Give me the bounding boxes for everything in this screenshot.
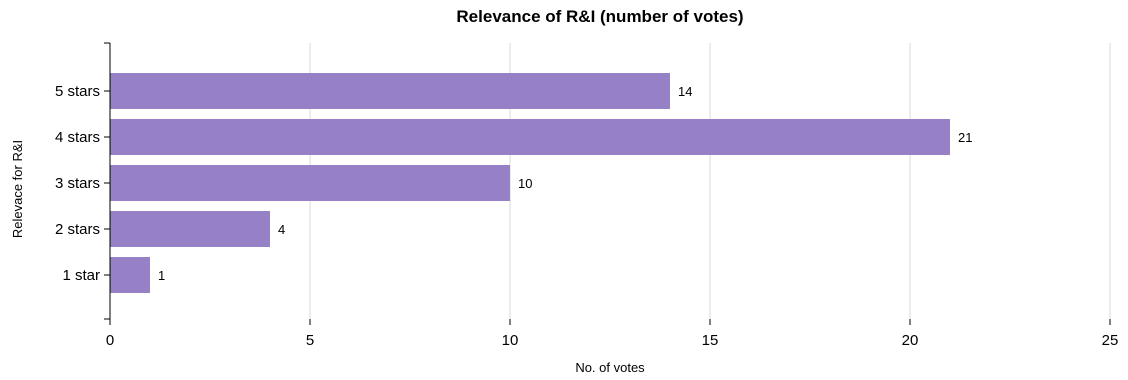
y-tick-label-4-stars: 4 stars (55, 129, 100, 146)
bar-4-stars (110, 119, 950, 155)
x-tick-label-0: 0 (106, 332, 114, 349)
bar-5-stars (110, 73, 670, 109)
y-axis-title: Relevace for R&I (10, 140, 25, 238)
x-tick-label-10: 10 (502, 332, 519, 349)
x-tick-label-15: 15 (702, 332, 719, 349)
value-label-5-stars: 14 (678, 84, 692, 99)
x-axis-title: No. of votes (575, 360, 645, 375)
bars (110, 73, 950, 293)
x-tick-label-20: 20 (902, 332, 919, 349)
value-label-1-star: 1 (158, 268, 165, 283)
bar-3-stars (110, 165, 510, 201)
value-label-3-stars: 10 (518, 176, 532, 191)
value-label-4-stars: 21 (958, 130, 972, 145)
x-tick-label-25: 25 (1102, 332, 1119, 349)
chart-title: Relevance of R&I (number of votes) (456, 7, 743, 26)
y-tick-label-3-stars: 3 stars (55, 175, 100, 192)
y-tick-label-5-stars: 5 stars (55, 83, 100, 100)
y-tick-label-1-star: 1 star (62, 267, 100, 284)
value-labels: 14 21 10 4 1 (158, 84, 972, 283)
bar-1-star (110, 257, 150, 293)
bar-2-stars (110, 211, 270, 247)
value-label-2-stars: 4 (278, 222, 285, 237)
y-tick-label-2-stars: 2 stars (55, 221, 100, 238)
axes: 5 stars 4 stars 3 stars 2 stars 1 star 0 5 10 15… (55, 42, 1119, 349)
x-tick-label-5: 5 (306, 332, 314, 349)
